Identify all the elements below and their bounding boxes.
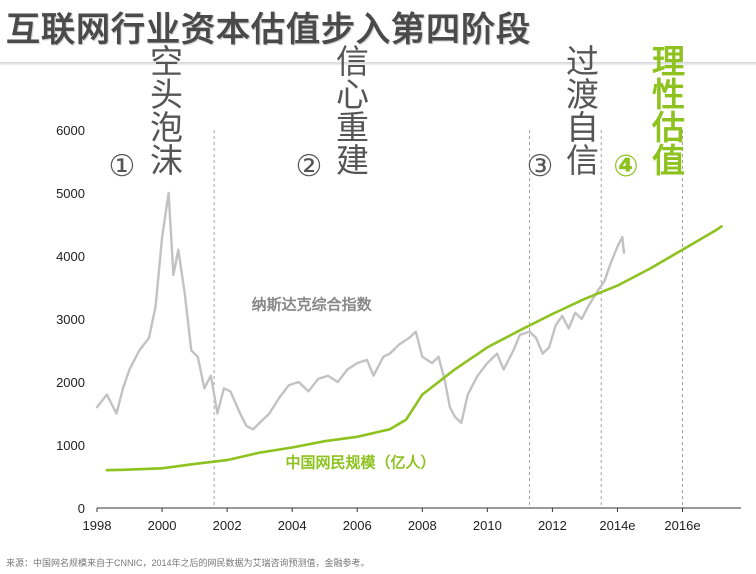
x-tick-label: 2006 (343, 518, 372, 533)
stage-dividers (213, 130, 683, 508)
y-tick-label: 1000 (56, 438, 85, 453)
netizen-annotation: 中国网民规模（亿人） (285, 454, 435, 472)
x-tick-label: 2014e (599, 518, 635, 533)
stage-2-number: ② (296, 150, 323, 183)
stage-2-label: 信心重建 (332, 44, 369, 176)
y-tick-label: 3000 (56, 312, 85, 327)
chart-series (95, 191, 723, 472)
source-note: 来源：中国网名规模来自于CNNIC，2014年之后的网民数据为艾瑞咨询预测值，金… (6, 558, 370, 568)
x-tick-label: 2002 (213, 518, 242, 533)
chart-axes: 0 1000 2000 3000 4000 5000 6000 1998 2000 2002 200… (56, 123, 741, 533)
stage-4-number: ④ (613, 150, 638, 183)
x-tick-label: 1998 (83, 518, 112, 533)
stage-1-label: 空头泡沫 (146, 44, 183, 176)
y-tick-label: 2000 (56, 375, 85, 390)
y-tick-label: 4000 (56, 249, 85, 264)
stage-3-number: ③ (527, 150, 554, 183)
stage-1: ① 空头泡沫 (109, 44, 183, 183)
stage-3: ③ 过渡自信 (527, 44, 599, 183)
x-tick-label: 2004 (278, 518, 307, 533)
x-tick-label: 2008 (408, 518, 437, 533)
x-tick-label: 2000 (148, 518, 177, 533)
stage-4-label: 理性估值 (648, 44, 687, 176)
x-tick-label: 2012 (538, 518, 567, 533)
nasdaq-series-line (95, 191, 626, 431)
stage-2: ② 信心重建 (296, 44, 369, 183)
stage-3-label: 过渡自信 (562, 44, 599, 176)
x-tick-label: 2016e (664, 518, 700, 533)
y-tick-label: 5000 (56, 186, 85, 201)
nasdaq-annotation: 纳斯达克综合指数 (252, 296, 373, 314)
x-tick-label: 2010 (473, 518, 502, 533)
y-tick-label: 0 (78, 501, 85, 516)
title-divider (0, 62, 756, 66)
stage-1-number: ① (109, 150, 136, 183)
stage-4: ④ 理性估值 (613, 44, 686, 183)
netizen-series-line (105, 225, 723, 472)
y-tick-label: 6000 (56, 123, 85, 138)
page-title: 互联网行业资本估值步入第四阶段 (6, 10, 531, 50)
